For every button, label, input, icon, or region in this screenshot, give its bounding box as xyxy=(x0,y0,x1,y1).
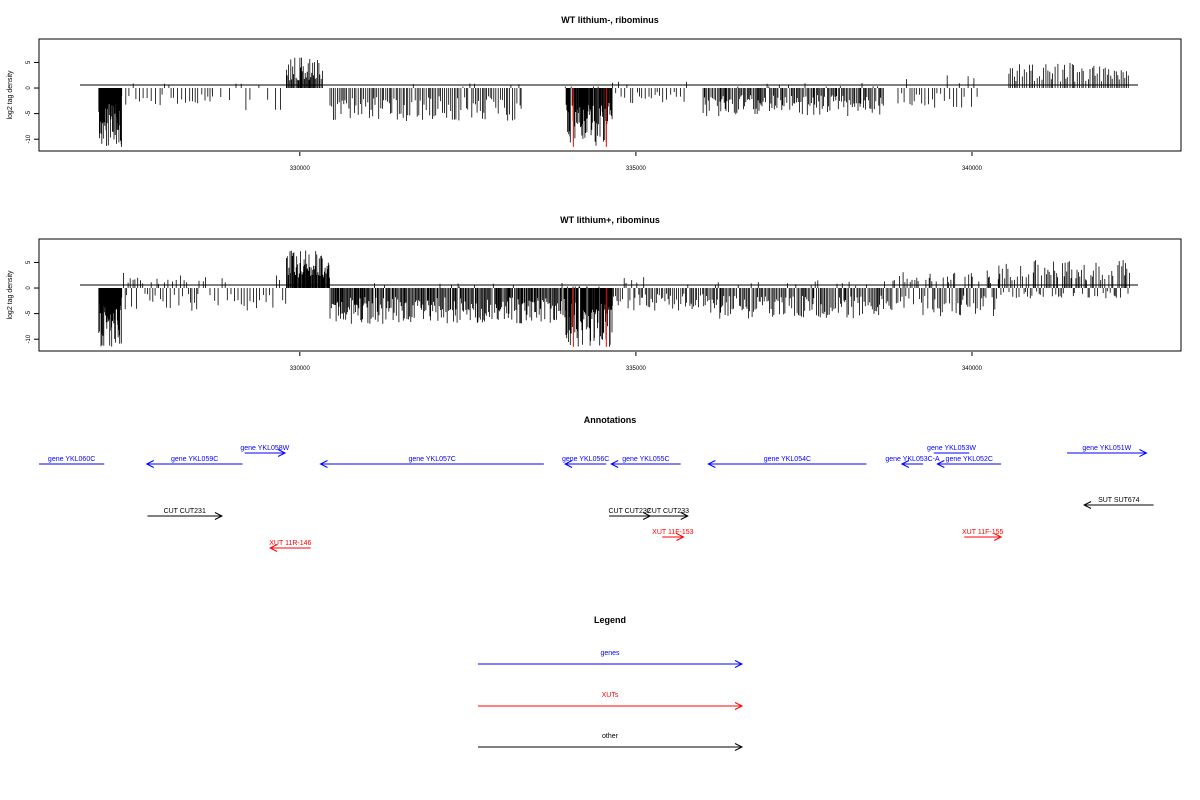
feature-xut-11f-153-label: XUT 11F-153 xyxy=(652,529,693,536)
feature-cut-cut232-label: CUT CUT232 xyxy=(608,508,650,515)
panel-lithium-minus: WT lithium-, ribominus 5 0 -5 -10 330000 335… xyxy=(7,15,1182,172)
feature-cut-cut233-label: CUT CUT233 xyxy=(647,508,689,515)
feature-sut-sut674-label: SUT SUT674 xyxy=(1098,497,1140,504)
panel-1-y-axis: 5 0 -5 -10 xyxy=(26,60,40,144)
feature-gene-ykl054c-label: gene YKL054C xyxy=(764,456,811,463)
legend-genes-label: genes xyxy=(600,650,620,657)
panel-2-y-axis: 5 0 -5 -10 xyxy=(26,260,40,344)
feature-cut-cut233-arrowhead xyxy=(680,512,689,520)
feature-gene-ykl053w-label: gene YKL053W xyxy=(927,445,976,452)
panel-2-x-tick-label: 330000 xyxy=(290,366,311,372)
panel-2-title: WT lithium+, ribominus xyxy=(560,215,660,225)
panel-2-y-tick-label: 0 xyxy=(26,286,32,290)
panel-1-x-axis: 330000 335000 340000 xyxy=(290,152,983,172)
annotations-title: Annotations xyxy=(584,415,637,425)
panel-1-y-tick-label: 0 xyxy=(26,86,32,90)
panel-2-y-tick-label: -5 xyxy=(26,310,32,316)
feature-gene-ykl058w-label: gene YKL058W xyxy=(240,445,289,452)
feature-gene-ykl055c-arrowhead xyxy=(610,460,619,468)
panel-1-x-tick-label: 335000 xyxy=(626,166,647,172)
feature-gene-ykl059c-arrowhead xyxy=(145,460,154,468)
panel-2-bars xyxy=(98,250,1130,347)
panel-2-y-tick-label: -10 xyxy=(26,334,32,343)
panel-2-x-tick-label: 340000 xyxy=(962,366,983,372)
legend-other-arrowhead xyxy=(734,743,744,751)
legend-other-label: other xyxy=(602,733,619,740)
panel-2-y-tick-label: 5 xyxy=(26,260,32,264)
panel-lithium-plus: WT lithium+, ribominus 5 0 -5 -10 330000 335… xyxy=(7,215,1182,372)
feature-gene-ykl060c-label: gene YKL060C xyxy=(48,456,95,463)
feature-xut-11f-153-arrowhead xyxy=(676,533,685,541)
panel-2-x-axis: 330000 335000 340000 xyxy=(290,352,983,372)
legend-xuts-label: XUTs xyxy=(602,692,619,699)
feature-xut-11r-146-arrowhead xyxy=(269,544,278,552)
legend-genes-arrowhead xyxy=(734,660,744,668)
feature-gene-ykl053c-a-label: gene YKL053C-A xyxy=(885,456,940,463)
feature-gene-ykl055c-label: gene YKL055C xyxy=(622,456,669,463)
feature-gene-ykl052c-label: gene YKL052C xyxy=(946,456,993,463)
feature-cut-cut231-label: CUT CUT231 xyxy=(164,508,206,515)
feature-cut-cut231-arrowhead xyxy=(214,512,224,520)
panel-1-ylabel: log2 tag density xyxy=(7,70,14,120)
panel-1-y-tick-label: -10 xyxy=(26,134,32,143)
panel-1-highlight-lines xyxy=(572,88,607,147)
panel-2-density-bars xyxy=(98,250,1130,347)
feature-xut-11f-155-label: XUT 11F-155 xyxy=(962,529,1003,536)
feature-xut-11f-155-arrowhead xyxy=(993,533,1003,541)
feature-gene-ykl052c-arrowhead xyxy=(936,460,945,468)
legend: Legend genes XUTs other xyxy=(478,615,744,751)
feature-gene-ykl051w-label: gene YKL051W xyxy=(1082,445,1131,452)
panel-2-highlight-lines xyxy=(572,288,607,347)
legend-title: Legend xyxy=(594,615,626,625)
annotations-track: Annotations gene YKL060C gene YKL059Cgene… xyxy=(39,415,1154,552)
feature-gene-ykl054c-arrowhead xyxy=(707,460,716,468)
feature-gene-ykl059c-label: gene YKL059C xyxy=(171,456,218,463)
panel-2-ylabel: log2 tag density xyxy=(7,270,14,320)
feature-gene-ykl057c-arrowhead xyxy=(319,460,328,468)
legend-xuts-arrowhead xyxy=(734,702,744,710)
feature-gene-ykl056c-label: gene YKL056C xyxy=(562,456,609,463)
panel-1-y-tick-label: -5 xyxy=(26,110,32,116)
annotation-features: gene YKL060C gene YKL059C gene YKL058W gene… xyxy=(39,445,1154,552)
feature-gene-ykl056c-arrowhead xyxy=(563,460,573,468)
feature-sut-sut674-arrowhead xyxy=(1082,501,1092,509)
feature-gene-ykl051w-arrowhead xyxy=(1139,449,1148,457)
feature-gene-ykl053c-a-arrowhead xyxy=(900,460,910,468)
panel-1-x-tick-label: 340000 xyxy=(962,166,983,172)
panel-1-y-tick-label: 5 xyxy=(26,60,32,64)
feature-gene-ykl057c-label: gene YKL057C xyxy=(408,456,455,463)
panel-2-x-tick-label: 335000 xyxy=(626,366,647,372)
panel-1-title: WT lithium-, ribominus xyxy=(561,15,659,25)
panel-1-density-bars xyxy=(98,57,1129,147)
feature-xut-11r-146-label: XUT 11R-146 xyxy=(269,540,311,547)
feature-gene-ykl058w-arrowhead xyxy=(277,449,287,457)
panel-1-bars xyxy=(98,57,1129,147)
legend-items: genes XUTs other xyxy=(478,650,744,751)
panel-1-x-tick-label: 330000 xyxy=(290,166,311,172)
